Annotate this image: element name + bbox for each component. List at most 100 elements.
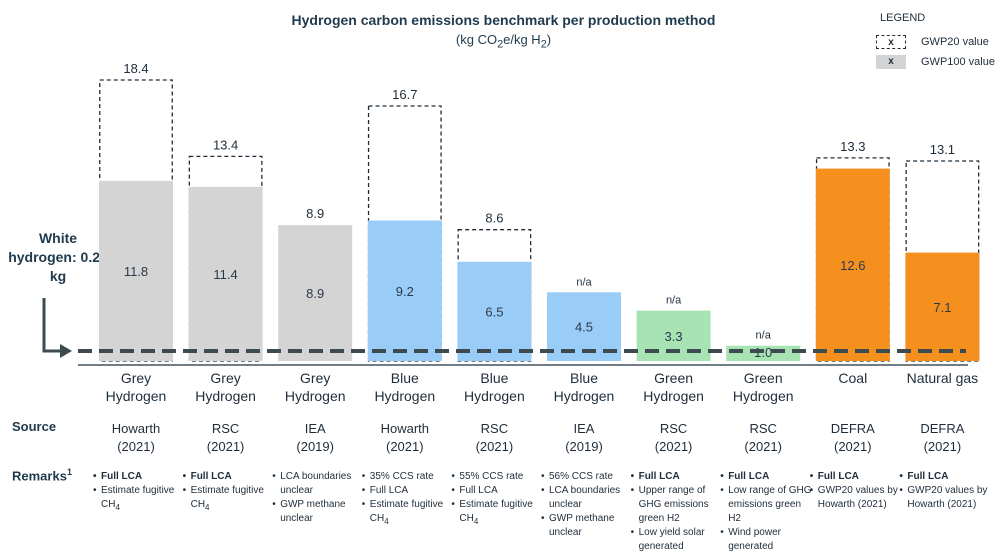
subtitle-sub: 2 — [497, 38, 504, 51]
remark-subscript: 4 — [205, 503, 210, 512]
legend-label-gwp100: GWP100 value — [921, 56, 995, 68]
gwp20-value-label: 8.9 — [306, 206, 324, 221]
source-label-line: DEFRA — [920, 421, 965, 436]
remark-text: Full LCA — [638, 471, 680, 482]
remarks-bullets: 55% CCS rate Full LCA Estimate fugitive CH… — [451, 470, 543, 529]
reference-arrow-head — [60, 344, 72, 358]
source-label-line: (2021) — [834, 439, 872, 454]
source-label-line: (2021) — [475, 439, 514, 454]
remarks-list: Full LCA GWP20 values by Howarth (2021) — [899, 470, 991, 512]
legend-label-gwp20: GWP20 value — [921, 36, 989, 48]
remark-item: Upper range of GHG emissions green H2 — [631, 484, 723, 526]
remark-item: Estimate fugitive CH4 — [362, 498, 454, 529]
remark-item: Full LCA — [183, 470, 275, 484]
source-row-heading: Source — [12, 419, 57, 434]
gwp20-value-label: 13.1 — [930, 142, 955, 157]
source-label-line: (2021) — [744, 439, 782, 454]
category-label-line: Grey — [210, 370, 241, 386]
source-label-line: RSC — [749, 421, 777, 436]
category-label: Blue Hydrogen — [539, 369, 629, 405]
category-label: Green Hydrogen — [718, 369, 808, 405]
remark-text: 56% CCS rate — [549, 471, 613, 482]
remark-text: GWP20 values by Howarth (2021) — [817, 485, 898, 510]
remark-item: Full LCA — [899, 470, 991, 484]
source-label-line: RSC — [659, 421, 688, 436]
remarks-bullets: Full LCA GWP20 values by Howarth (2021) — [810, 470, 902, 512]
remark-item: Low yield solar generated — [631, 526, 723, 554]
source-label-line: (2021) — [386, 439, 424, 454]
remarks-list: Full LCA GWP20 values by Howarth (2021) — [810, 470, 902, 512]
source-label: Howarth (2021) — [91, 420, 181, 456]
category-label: Natural gas — [897, 369, 987, 387]
category-label-line: Blue — [390, 370, 419, 386]
subtitle-part: e/kg H — [503, 32, 541, 47]
category-label: Blue Hydrogen — [449, 369, 539, 405]
remarks-list: Full LCA Estimate fugitive CH4 — [93, 470, 185, 515]
remarks-list: 55% CCS rate Full LCA Estimate fugitive CH… — [451, 470, 543, 529]
remark-text: LCA boundaries unclear — [280, 471, 352, 496]
gwp100-value-label: 9.2 — [396, 284, 414, 299]
gwp100-bar — [815, 168, 890, 361]
gwp20-value-label: 8.6 — [485, 211, 503, 226]
legend-swatch-gwp100: x — [876, 55, 906, 69]
remark-item: Wind power generated — [720, 526, 812, 554]
remark-text: 35% CCS rate — [369, 471, 434, 482]
source-label-line: IEA — [573, 421, 595, 436]
remarks-list: 56% CCS rate LCA boundaries unclear GWP me… — [541, 470, 633, 540]
category-label-line: Hydrogen — [374, 388, 436, 404]
category-label-line: Hydrogen — [195, 388, 256, 404]
category-label-line: Hydrogen — [553, 388, 615, 404]
remark-item: Full LCA — [810, 470, 902, 484]
gwp100-value-label: 8.9 — [306, 286, 324, 301]
remarks-heading-text: Remarks — [12, 468, 67, 484]
gwp100-value-label: 7.1 — [933, 300, 951, 315]
remark-text: Full LCA — [728, 471, 770, 482]
subtitle-sub: 2 — [540, 38, 547, 51]
remark-item: GWP methane unclear — [272, 498, 364, 526]
remark-text: Wind power generated — [728, 527, 781, 552]
remark-text: Estimate fugitive CH — [459, 499, 533, 524]
chart-subtitle: (kg CO2e/kg H2) — [0, 32, 1007, 51]
remark-text: Full LCA — [101, 471, 143, 482]
remark-text: 55% CCS rate — [459, 471, 524, 482]
source-label-line: Howarth — [111, 421, 161, 436]
remarks-bullets: Full LCA Estimate fugitive CH4 — [183, 470, 275, 515]
gwp20-value-label: n/a — [576, 276, 592, 288]
category-label-line: Hydrogen — [464, 388, 525, 404]
remark-subscript: 4 — [473, 517, 479, 526]
category-label: Green Hydrogen — [629, 369, 719, 405]
remark-text: Low range of GHG emissions green H2 — [728, 485, 812, 524]
source-label-line: Howarth — [380, 421, 429, 436]
gwp100-bar — [457, 261, 532, 361]
source-label: RSC (2021) — [718, 420, 808, 456]
remark-item: 55% CCS rate — [451, 470, 543, 484]
remark-text: GWP methane unclear — [549, 513, 615, 538]
remarks-row-heading: Remarks1 — [12, 467, 72, 483]
remark-text: LCA boundaries unclear — [549, 485, 621, 510]
gwp20-value-label: 18.4 — [123, 61, 148, 76]
source-label-line: (2019) — [296, 439, 334, 454]
remarks-list: LCA boundaries unclear GWP methane unclea… — [272, 470, 364, 526]
category-label-line: Blue — [569, 370, 599, 386]
source-label: RSC (2021) — [629, 420, 719, 456]
legend-swatch-gwp20: x — [876, 35, 906, 49]
source-label-line: (2021) — [206, 439, 245, 454]
source-label: RSC (2021) — [181, 420, 271, 456]
source-label-line: DEFRA — [830, 421, 875, 436]
gwp20-value-label: 13.3 — [840, 139, 865, 154]
source-label-line: (2021) — [654, 439, 693, 454]
remarks-bullets: 35% CCS rate Full LCA Estimate fugitive CH… — [362, 470, 454, 529]
remark-subscript: 4 — [384, 517, 389, 526]
remark-item: LCA boundaries unclear — [541, 484, 633, 512]
category-label-line: Hydrogen — [732, 388, 794, 404]
gwp100-value-label: 11.8 — [124, 264, 148, 279]
remark-text: Full LCA — [907, 471, 949, 482]
gwp100-value-label: 11.4 — [213, 267, 237, 282]
source-label-line: (2021) — [117, 439, 155, 454]
category-label-line: Hydrogen — [643, 388, 704, 404]
remark-item: 35% CCS rate — [362, 470, 454, 484]
gwp100-value-label: 3.3 — [665, 329, 683, 344]
remark-item: LCA boundaries unclear — [272, 470, 364, 498]
source-label: IEA (2019) — [270, 420, 360, 456]
